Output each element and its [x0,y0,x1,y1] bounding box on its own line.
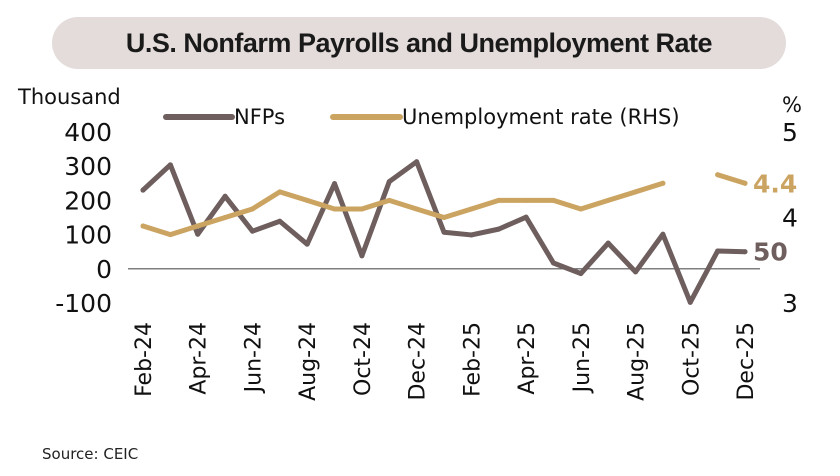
data-point-unemployment [441,215,447,220]
data-point-nfps [687,299,693,305]
data-point-nfps [222,193,228,199]
data-point-nfps [605,240,611,246]
end-label-unemployment: 4.4 [753,169,797,198]
y-tick-left: 0 [96,255,112,284]
y-axis-left-label: Thousand [17,85,121,109]
data-point-unemployment [414,206,420,212]
source-note: Source: CEIC [42,445,139,463]
data-point-unemployment [332,206,338,212]
data-point-unemployment [386,197,392,203]
x-tick-label: Dec-24 [406,322,431,401]
x-tick-label: Feb-24 [132,322,157,397]
y-tick-left: -100 [55,289,112,318]
x-tick-label: Apr-25 [515,322,540,395]
x-tick-label: Aug-24 [296,322,321,401]
data-point-unemployment [715,172,721,178]
y-tick-right: 5 [782,118,798,147]
data-point-unemployment [222,215,228,220]
data-point-nfps [386,179,392,185]
series-line-unemployment [715,172,748,186]
data-point-unemployment [578,206,584,212]
data-point-nfps [742,249,748,255]
data-point-unemployment [304,197,310,203]
x-tick-label: Jun-25 [570,322,595,394]
y-tick-left: 300 [64,152,112,181]
data-point-nfps [496,226,502,232]
data-point-unemployment [550,197,556,203]
data-point-nfps [277,218,283,224]
data-point-unemployment [140,223,146,229]
data-point-unemployment [468,206,474,212]
y-tick-left: 200 [64,186,112,215]
data-point-nfps [195,231,201,237]
data-point-unemployment [277,189,283,195]
data-point-unemployment [660,180,666,186]
data-point-unemployment [249,206,255,212]
data-point-nfps [140,187,146,193]
data-point-nfps [715,248,721,254]
data-point-nfps [660,231,666,237]
y-tick-left: 400 [64,118,112,147]
data-point-unemployment [195,223,201,229]
x-tick-label: Dec-25 [734,322,759,401]
y-axis-right-label: % [782,93,802,117]
data-point-nfps [249,228,255,234]
data-point-nfps [167,162,173,168]
legend-label-nfps: NFPs [234,105,285,129]
legend-label-unemployment: Unemployment rate (RHS) [402,105,680,129]
y-tick-right: 3 [782,289,798,318]
data-point-nfps [550,260,556,266]
x-tick-label: Apr-24 [187,322,212,395]
x-tick-label: Feb-25 [460,322,485,397]
data-point-nfps [468,232,474,238]
x-tick-label: Oct-24 [351,322,376,396]
data-point-nfps [304,241,310,247]
y-tick-left: 100 [64,221,112,250]
data-point-nfps [578,271,584,277]
data-point-nfps [359,253,365,259]
chart-title: U.S. Nonfarm Payrolls and Unemployment R… [52,17,786,69]
data-point-unemployment [605,197,611,203]
x-tick-label: Oct-25 [679,322,704,396]
end-label-nfps: 50 [753,238,788,267]
data-point-unemployment [167,232,173,238]
data-point-nfps [633,269,639,275]
x-tick-label: Aug-25 [625,322,650,401]
y-tick-right: 4 [782,204,798,233]
data-point-nfps [332,181,338,187]
data-point-unemployment [742,180,748,186]
data-point-nfps [414,159,420,165]
data-point-unemployment [359,206,365,212]
x-tick-label: Jun-24 [241,322,266,394]
data-point-nfps [523,214,529,220]
data-point-unemployment [523,197,529,203]
data-point-nfps [441,229,447,235]
data-point-unemployment [633,189,639,195]
series-line-unemployment [140,180,666,238]
data-point-unemployment [496,197,502,203]
